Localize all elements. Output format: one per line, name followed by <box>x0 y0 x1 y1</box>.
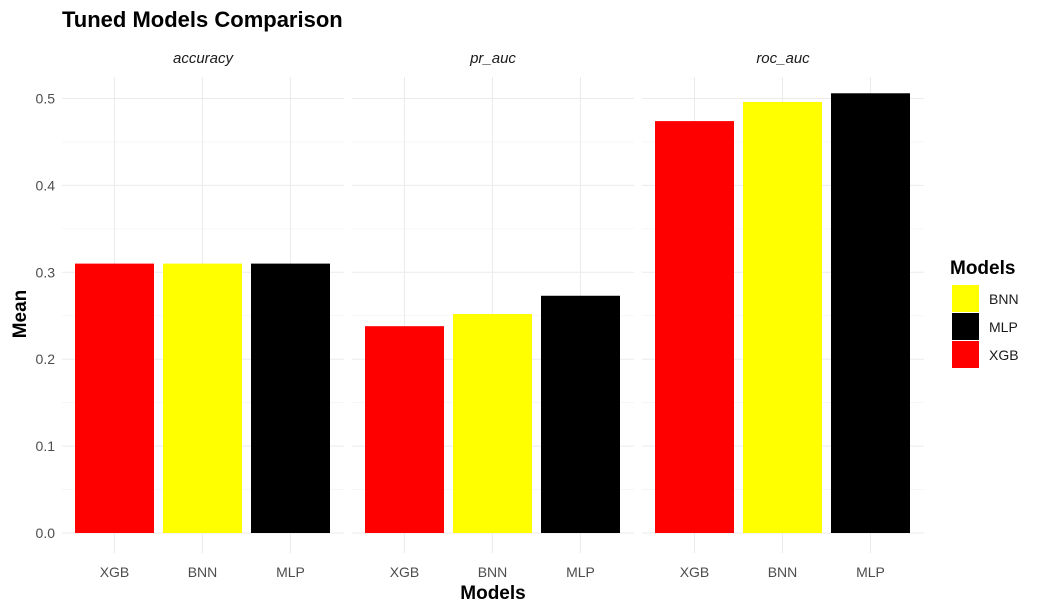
legend: Models BNN MLP XGB <box>950 258 1019 368</box>
bar-pr_auc-mlp <box>541 295 620 533</box>
facet-pr_auc: pr_auc XGB BNN MLP <box>352 50 634 580</box>
legend-title: Models <box>950 258 1015 279</box>
y-tick-label: 0.2 <box>36 351 56 367</box>
x-tick-label: XGB <box>680 564 710 580</box>
legend-label-xgb: XGB <box>989 347 1019 363</box>
legend-key-mlp <box>952 313 979 340</box>
facet-panels: accuracy XGB BNN MLP pr_auc XGB BNN MLP roc_auc X… <box>62 50 924 580</box>
bar-roc_auc-xgb <box>655 121 734 534</box>
y-tick-label: 0.1 <box>36 438 56 454</box>
facet-accuracy: accuracy XGB BNN MLP <box>62 50 344 580</box>
facet-strip-label: pr_auc <box>469 50 516 67</box>
bar-pr_auc-xgb <box>365 326 444 533</box>
x-tick-label: MLP <box>276 564 305 580</box>
x-tick-label: BNN <box>188 564 218 580</box>
y-tick-label: 0.3 <box>36 264 56 280</box>
facet-strip-label: accuracy <box>173 50 235 67</box>
x-tick-label: XGB <box>390 564 420 580</box>
chart-title: Tuned Models Comparison <box>62 7 343 32</box>
bar-roc_auc-mlp <box>831 93 910 533</box>
bar-pr_auc-bnn <box>453 314 532 533</box>
facet-strip-label: roc_auc <box>756 50 810 67</box>
x-tick-label: MLP <box>856 564 885 580</box>
legend-key-bnn <box>952 285 979 312</box>
legend-label-bnn: BNN <box>989 291 1019 307</box>
x-tick-label: BNN <box>768 564 798 580</box>
y-axis-title: Mean <box>10 290 31 339</box>
y-tick-label: 0.0 <box>36 525 56 541</box>
x-axis-title: Models <box>460 583 525 604</box>
legend-key-xgb <box>952 341 979 368</box>
facet-roc_auc: roc_auc XGB BNN MLP <box>642 50 924 580</box>
bar-roc_auc-bnn <box>743 101 822 533</box>
y-tick-label: 0.5 <box>36 91 56 107</box>
y-tick-label: 0.4 <box>36 177 56 193</box>
x-tick-label: MLP <box>566 564 595 580</box>
bar-accuracy-mlp <box>251 263 330 533</box>
legend-label-mlp: MLP <box>989 319 1018 335</box>
bar-accuracy-bnn <box>163 263 242 533</box>
x-tick-label: XGB <box>100 564 130 580</box>
y-axis: 0.0 0.1 0.2 0.3 0.4 0.5 <box>36 91 56 542</box>
x-tick-label: BNN <box>478 564 508 580</box>
bar-accuracy-xgb <box>75 263 154 533</box>
